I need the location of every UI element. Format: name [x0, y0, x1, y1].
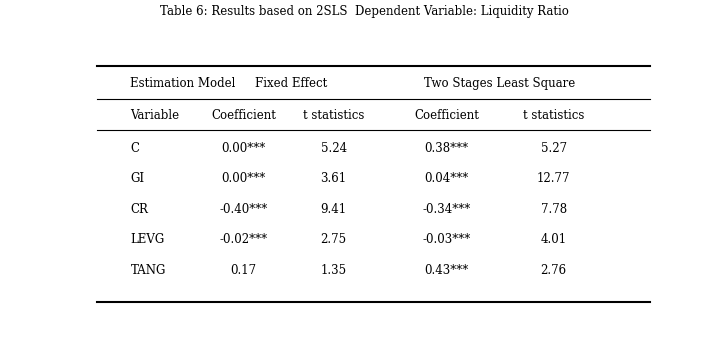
Text: 2.76: 2.76	[541, 264, 566, 277]
Text: Variable: Variable	[130, 109, 180, 122]
Text: TANG: TANG	[130, 264, 166, 277]
Text: GI: GI	[130, 172, 145, 185]
Text: -0.34***: -0.34***	[422, 203, 470, 216]
Text: 4.01: 4.01	[541, 233, 566, 246]
Text: 3.61: 3.61	[320, 172, 347, 185]
Text: 0.43***: 0.43***	[424, 264, 469, 277]
Text: 0.00***: 0.00***	[221, 172, 266, 185]
Text: Estimation Model: Estimation Model	[130, 77, 236, 90]
Text: C: C	[130, 142, 140, 155]
Text: Coefficient: Coefficient	[414, 109, 479, 122]
Text: 0.38***: 0.38***	[424, 142, 469, 155]
Text: 7.78: 7.78	[541, 203, 566, 216]
Text: 0.17: 0.17	[230, 264, 256, 277]
Text: Two Stages Least Square: Two Stages Least Square	[424, 77, 576, 90]
Text: t statistics: t statistics	[523, 109, 585, 122]
Text: Coefficient: Coefficient	[211, 109, 276, 122]
Text: -0.03***: -0.03***	[422, 233, 470, 246]
Text: -0.02***: -0.02***	[219, 233, 267, 246]
Text: LEVG: LEVG	[130, 233, 165, 246]
Text: CR: CR	[130, 203, 149, 216]
Text: 0.00***: 0.00***	[221, 142, 266, 155]
Text: 9.41: 9.41	[320, 203, 347, 216]
Text: 0.04***: 0.04***	[424, 172, 469, 185]
Text: 5.24: 5.24	[320, 142, 347, 155]
Text: 5.27: 5.27	[541, 142, 566, 155]
Text: 12.77: 12.77	[537, 172, 571, 185]
Text: -0.40***: -0.40***	[219, 203, 267, 216]
Text: Fixed Effect: Fixed Effect	[256, 77, 328, 90]
Text: t statistics: t statistics	[303, 109, 364, 122]
Text: Table 6: Results based on 2SLS  Dependent Variable: Liquidity Ratio: Table 6: Results based on 2SLS Dependent…	[159, 5, 569, 18]
Text: 2.75: 2.75	[320, 233, 347, 246]
Text: 1.35: 1.35	[320, 264, 347, 277]
